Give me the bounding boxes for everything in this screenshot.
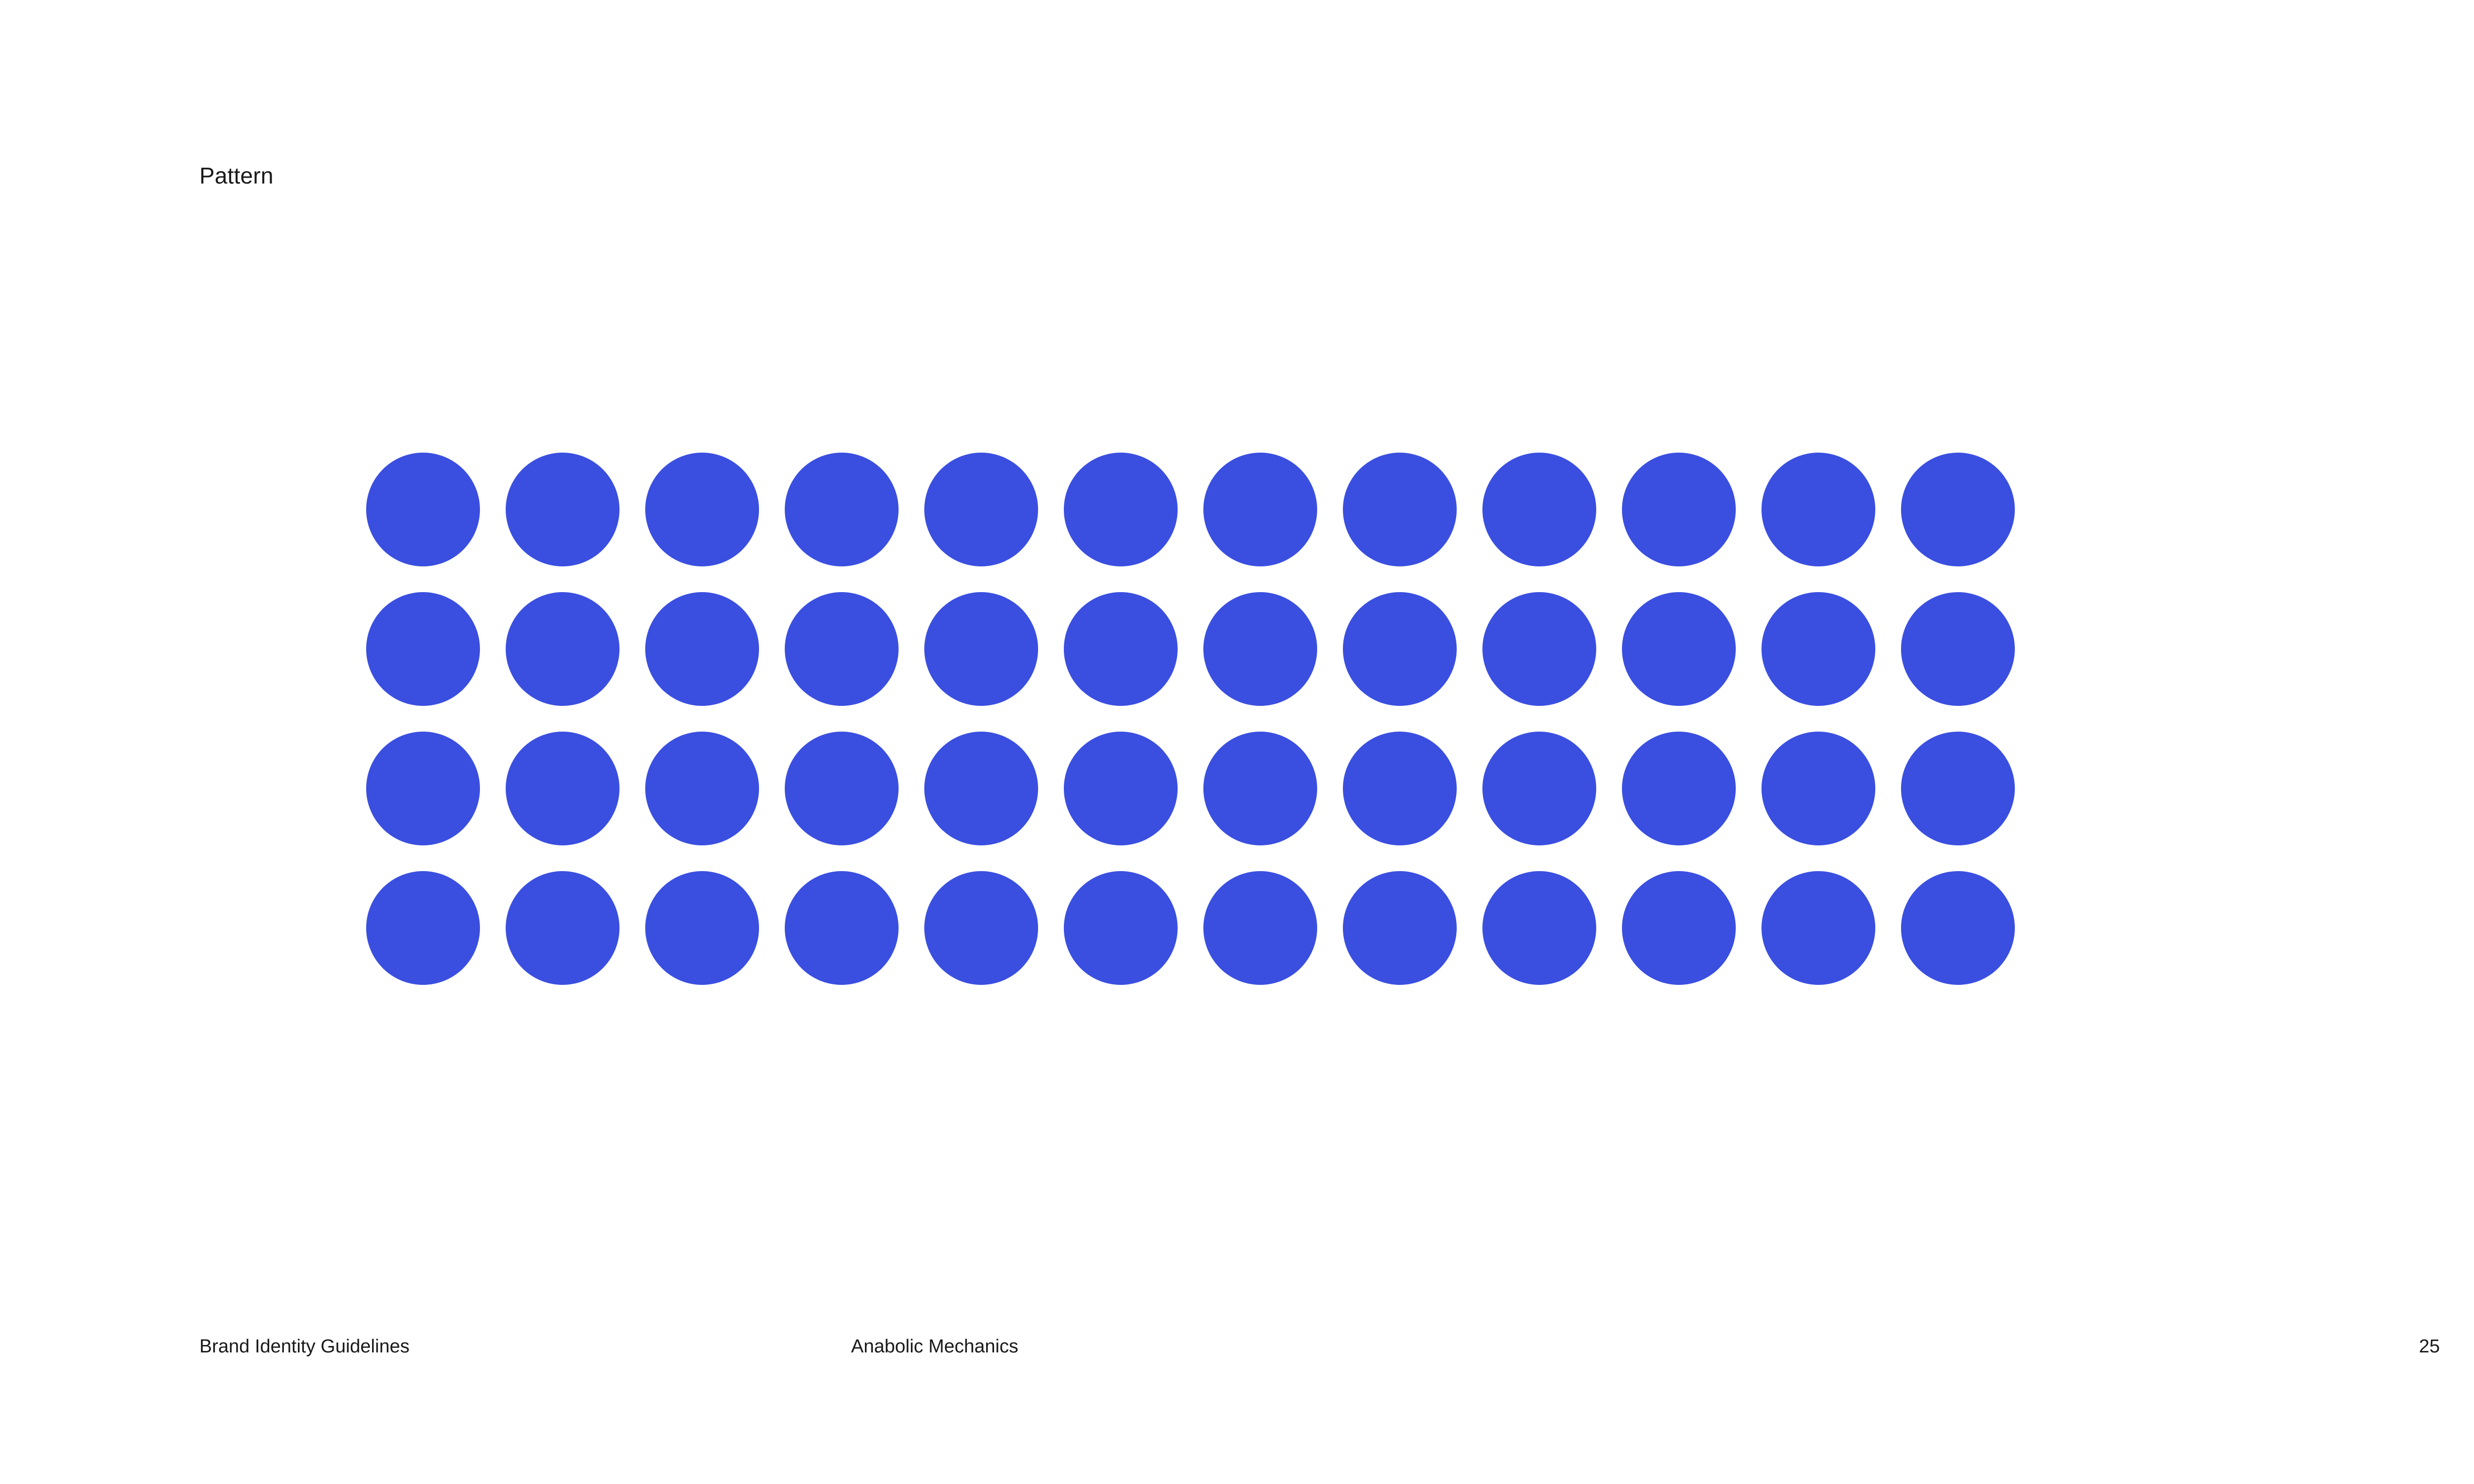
footer-bar: Brand Identity Guidelines Anabolic Mecha…: [0, 1332, 2474, 1361]
pattern-dot: [645, 453, 759, 566]
pattern-dot: [1482, 732, 1596, 845]
pattern-dot: [506, 732, 619, 845]
pattern-dot: [366, 871, 480, 985]
pattern-dot: [1761, 732, 1875, 845]
pattern-dot: [1343, 871, 1457, 985]
pattern-dot: [924, 592, 1038, 706]
pattern-dot: [924, 453, 1038, 566]
footer-page-number: 25: [2419, 1336, 2440, 1357]
pattern-dot: [785, 592, 899, 706]
pattern-dot: [1203, 732, 1317, 845]
pattern-dot: [1622, 871, 1736, 985]
pattern-dot: [1343, 453, 1457, 566]
pattern-dot: [1203, 453, 1317, 566]
pattern-dot: [1343, 732, 1457, 845]
pattern-dot: [1064, 453, 1178, 566]
pattern-dot: [1761, 453, 1875, 566]
pattern-dot: [645, 732, 759, 845]
slide-container: Pattern Brand Identity Guidelines Anabol…: [0, 0, 2474, 1484]
pattern-dot: [1203, 871, 1317, 985]
pattern-dot: [1901, 592, 2015, 706]
pattern-dot: [924, 732, 1038, 845]
pattern-dot: [785, 732, 899, 845]
pattern-dot: [1901, 871, 2015, 985]
pattern-dot: [924, 871, 1038, 985]
pattern-dot: [1482, 592, 1596, 706]
footer-doc-title: Brand Identity Guidelines: [199, 1336, 410, 1357]
pattern-dot: [1901, 732, 2015, 845]
pattern-dot: [1482, 871, 1596, 985]
pattern-dot: [1064, 732, 1178, 845]
pattern-dot: [1622, 592, 1736, 706]
pattern-dot: [506, 453, 619, 566]
footer-section-name: Anabolic Mechanics: [851, 1336, 1018, 1357]
pattern-dot: [1761, 871, 1875, 985]
dot-pattern-grid: [366, 453, 2015, 985]
pattern-dot: [1064, 871, 1178, 985]
pattern-dot: [785, 453, 899, 566]
pattern-dot: [1901, 453, 2015, 566]
pattern-dot: [785, 871, 899, 985]
pattern-dot: [1622, 732, 1736, 845]
pattern-dot: [1203, 592, 1317, 706]
pattern-dot: [1064, 592, 1178, 706]
pattern-dot: [1761, 592, 1875, 706]
pattern-dot: [366, 592, 480, 706]
pattern-dot: [366, 732, 480, 845]
pattern-dot: [1343, 592, 1457, 706]
pattern-dot: [366, 453, 480, 566]
pattern-dot: [1482, 453, 1596, 566]
page-title: Pattern: [199, 162, 274, 189]
pattern-dot: [506, 871, 619, 985]
pattern-dot: [506, 592, 619, 706]
pattern-dot: [645, 871, 759, 985]
pattern-dot: [1622, 453, 1736, 566]
pattern-dot: [645, 592, 759, 706]
